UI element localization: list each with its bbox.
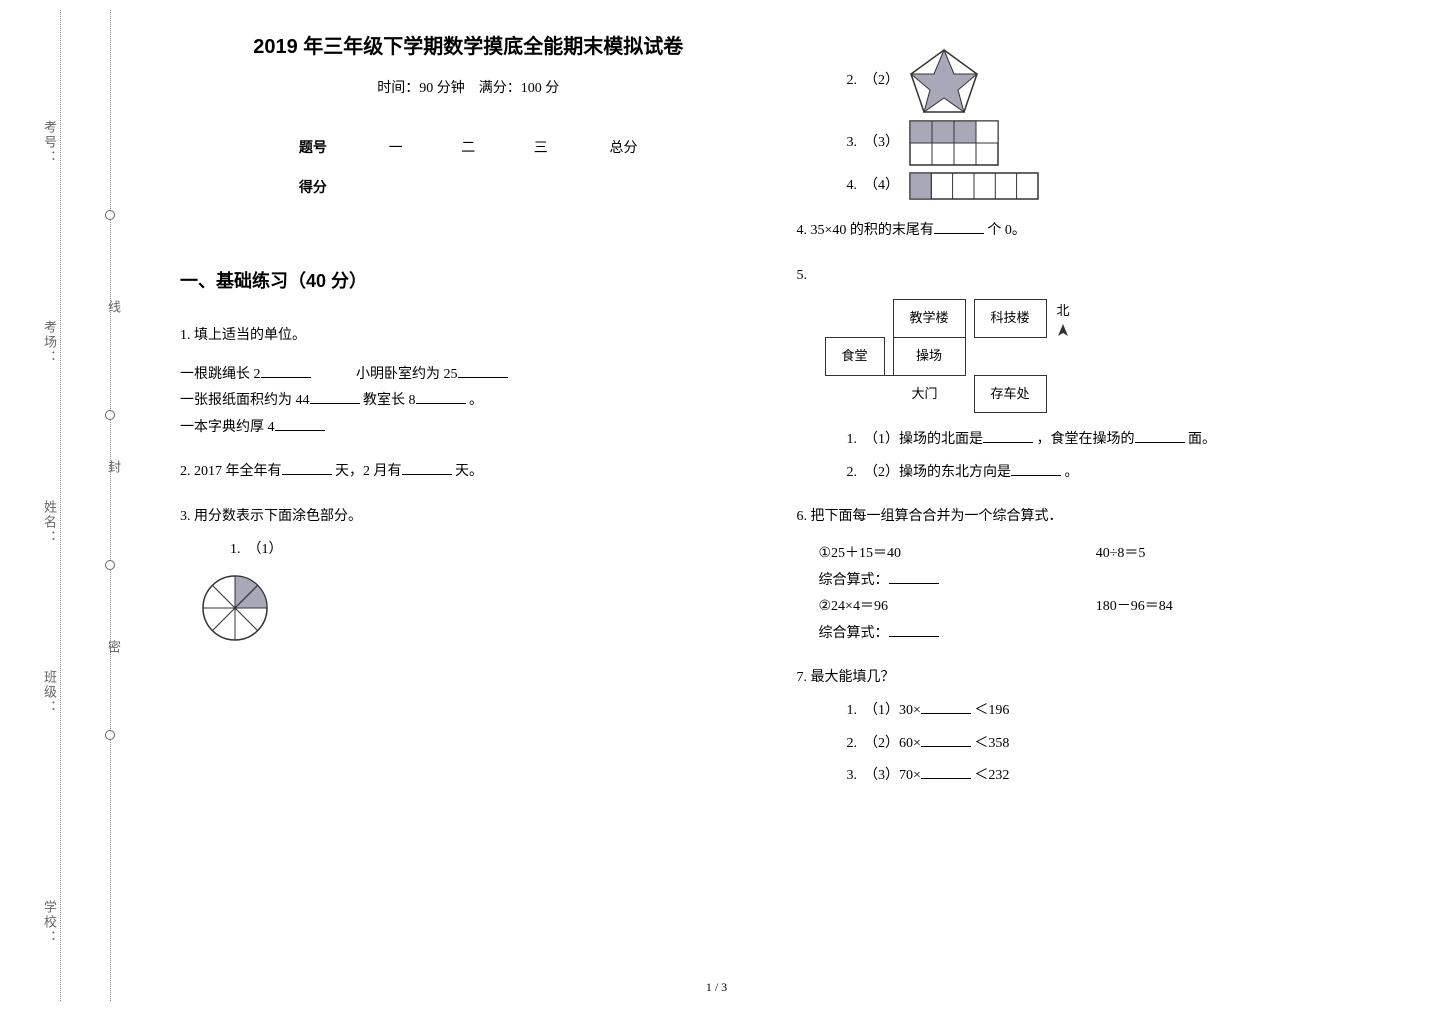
- school-map: 教学楼 科技楼 食堂 操场 大门: [825, 299, 1374, 413]
- q7-i2: 2. （2）60× ＜358: [797, 731, 1374, 758]
- q1-stem: 1. 填上适当的单位。: [180, 323, 757, 350]
- q7-stem: 7. 最大能填几？: [797, 665, 1374, 692]
- score-th-1: 一: [359, 127, 432, 167]
- north-arrow-icon: [1056, 324, 1070, 342]
- exam-subtitle: 时间：90 分钟 满分：100 分: [180, 77, 757, 97]
- north-indicator: 北: [1056, 299, 1070, 350]
- score-th-2: 二: [432, 127, 505, 167]
- score-td-2: [432, 167, 505, 207]
- q3-item-4: 4. （4）: [797, 172, 1374, 200]
- grid-2x4-icon: [909, 120, 999, 166]
- exam-title: 2019 年三年级下学期数学摸底全能期末模拟试卷: [180, 30, 757, 59]
- margin-label-xian: 线: [104, 300, 123, 325]
- margin-label-xingming: 姓名：: [40, 500, 59, 545]
- margin-label-kaochang: 考场：: [40, 320, 59, 365]
- binding-margin: 考号： 考场： 姓名： 班级： 学校： 线 封 密: [0, 0, 140, 1011]
- q6: 6. 把下面每一组算合合并为一个综合算式． ①25＋15＝40 40÷8＝5 综…: [797, 504, 1374, 647]
- score-td-1: [359, 167, 432, 207]
- margin-label-xuexiao: 学校：: [40, 900, 59, 945]
- score-th-4: 总分: [577, 127, 670, 167]
- q5-stem: 5.: [797, 263, 1374, 290]
- q3-item-3: 3. （3）: [797, 120, 1374, 166]
- q3-cont: 2. （2） 3. （3）: [797, 48, 1374, 200]
- q3: 3. 用分数表示下面涂色部分。 1. （1）: [180, 504, 757, 643]
- pentagon-star-icon: [909, 48, 979, 114]
- margin-label-mi: 密: [104, 640, 123, 665]
- q5: 5. 教学楼 科技楼 食堂 操场: [797, 263, 1374, 487]
- margin-label-feng: 封: [104, 460, 123, 485]
- q3-item-1: 1. （1）: [180, 537, 757, 564]
- q4: 4. 35×40 的积的末尾有 个 0。: [797, 218, 1374, 245]
- margin-label-kaohao: 考号：: [40, 120, 59, 165]
- q2: 2. 2017 年全年有 天，2 月有 天。: [180, 459, 757, 486]
- strip-6-icon: [909, 172, 1039, 200]
- q5-sub2: 2. （2）操场的东北方向是 。: [797, 460, 1374, 487]
- margin-label-banji: 班级：: [40, 670, 59, 715]
- score-th-3: 三: [505, 127, 578, 167]
- q3-item-2: 2. （2）: [797, 48, 1374, 114]
- right-column: 2. （2） 3. （3）: [777, 30, 1394, 971]
- score-th-0: 题号: [266, 127, 359, 167]
- score-td-4: [577, 167, 670, 207]
- score-td-3: [505, 167, 578, 207]
- q7: 7. 最大能填几？ 1. （1）30× ＜196 2. （2）60× ＜358 …: [797, 665, 1374, 789]
- q3-shape-1: [200, 573, 757, 643]
- q3-stem: 3. 用分数表示下面涂色部分。: [180, 504, 757, 531]
- q6-stem: 6. 把下面每一组算合合并为一个综合算式．: [797, 504, 1374, 531]
- circle-eighths-icon: [200, 573, 270, 643]
- q7-i3: 3. （3）70× ＜232: [797, 763, 1374, 790]
- section1-heading: 一、基础练习（40 分）: [180, 267, 757, 293]
- score-table: 题号 一 二 三 总分 得分: [266, 127, 670, 207]
- q5-sub1: 1. （1）操场的北面是 ，食堂在操场的 面。: [797, 427, 1374, 454]
- q7-i1: 1. （1）30× ＜196: [797, 698, 1374, 725]
- page-number: 1 / 3: [706, 980, 727, 995]
- score-td-0: 得分: [266, 167, 359, 207]
- left-column: 2019 年三年级下学期数学摸底全能期末模拟试卷 时间：90 分钟 满分：100…: [160, 30, 777, 971]
- q1: 1. 填上适当的单位。 一根跳绳长 2 小明卧室约为 25 一张报纸面积约为 4…: [180, 323, 757, 441]
